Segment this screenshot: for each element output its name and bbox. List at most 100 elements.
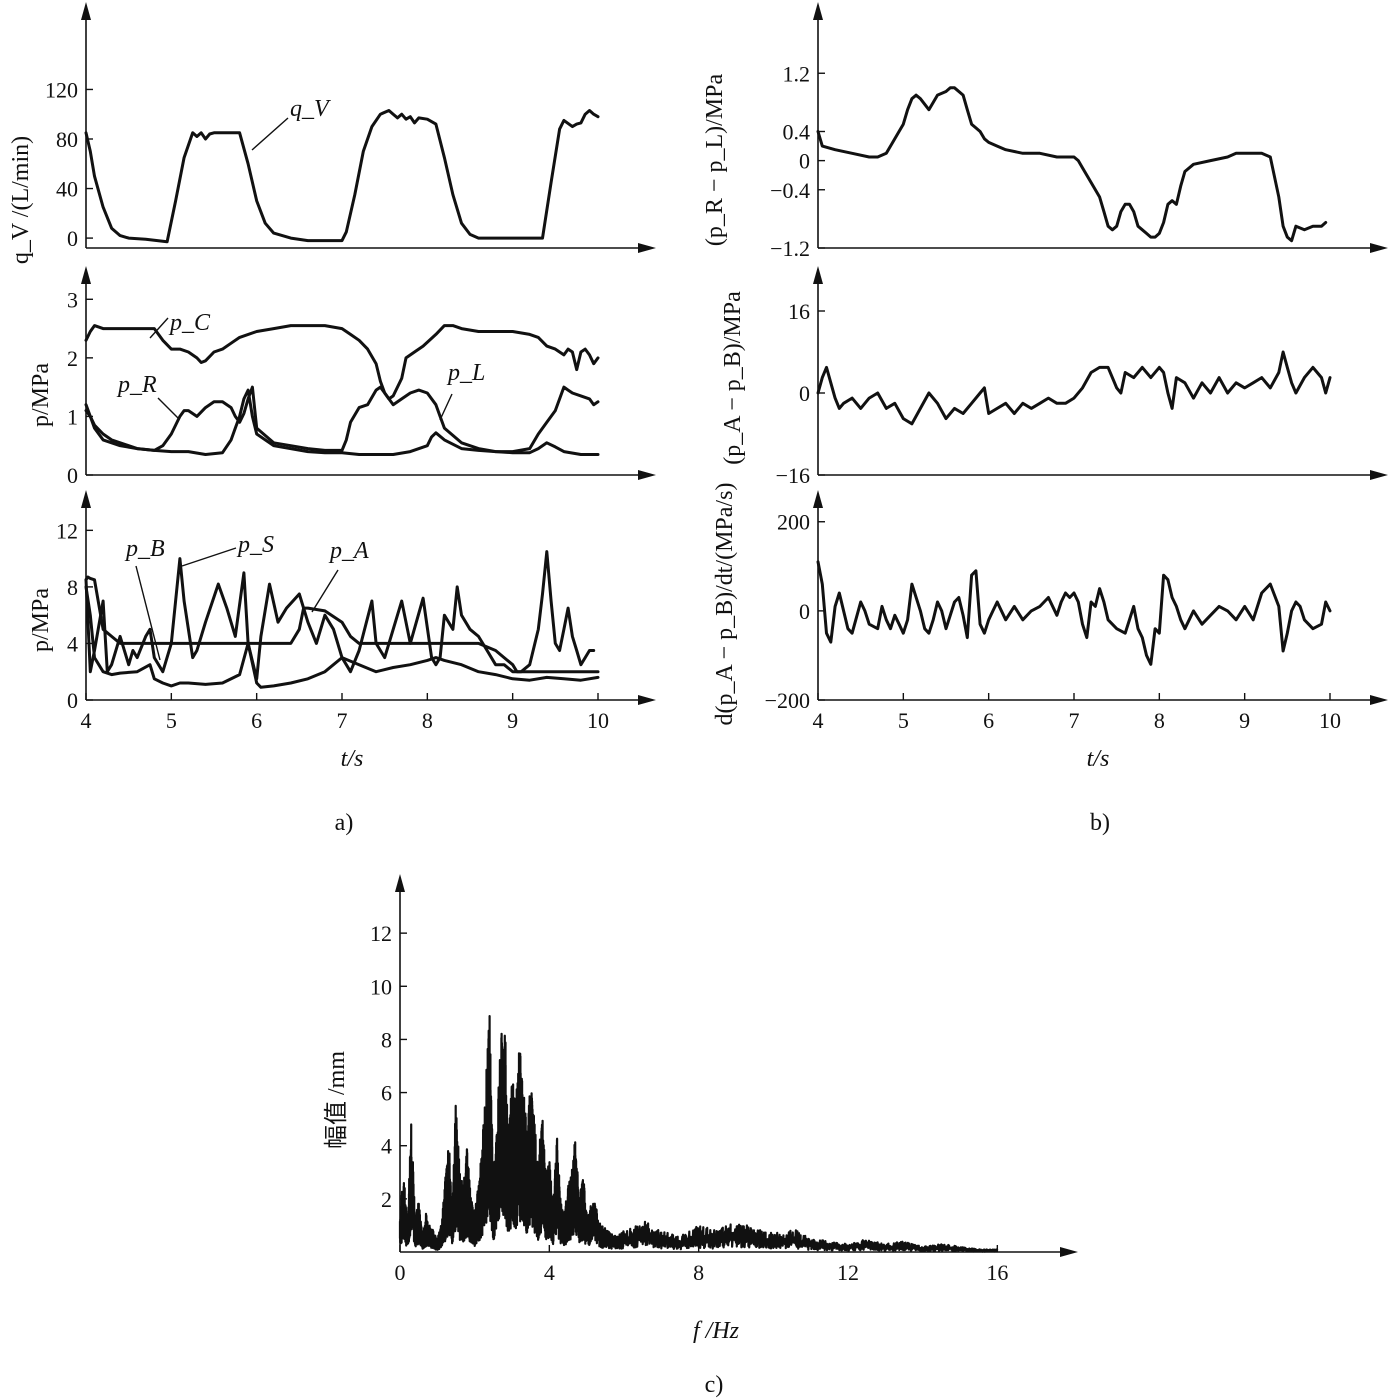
c-ytick-label: 10	[370, 974, 392, 999]
a3-series-p_B	[84, 585, 600, 689]
b2-y-arrow	[813, 266, 823, 284]
a3-series-p_A	[84, 575, 600, 674]
a2-label-p_L: p_L	[446, 360, 485, 386]
b3-xtick-label: 9	[1239, 708, 1250, 733]
b1-ytick-label: 0.4	[783, 120, 811, 145]
a1-ytick-label: 40	[56, 177, 78, 202]
b3-xtick-label: 10	[1319, 708, 1341, 733]
panel-label-a: a)	[335, 810, 354, 836]
b3-xtick-label: 6	[983, 708, 994, 733]
chart-b3: −200 0 200 4 5 6 7 8 9 10 d(p_A − p_B)/dt/(MPa/s)…	[712, 483, 1388, 772]
chart-b2: −16 0 16 (p_A − p_B)/MPa	[720, 266, 1388, 488]
a3-leader-p_S	[181, 547, 237, 567]
c-y-label: 幅值 /mm	[323, 1051, 350, 1149]
a3-xtick-label: 5	[166, 708, 177, 733]
b2-ticks: −16 0 16	[776, 299, 825, 488]
c-ytick-label: 8	[381, 1027, 392, 1052]
b3-ytick-label: 200	[777, 510, 810, 535]
a3-xtick-label: 4	[81, 708, 92, 733]
a3-label-p_A: p_A	[328, 538, 369, 564]
a2-y-label: p/MPa	[28, 363, 54, 427]
a1-y-label: q_V /(L/min)	[8, 136, 34, 264]
a1-ticks: 0 40 80 120	[45, 77, 93, 251]
c-ytick-label: 12	[370, 921, 392, 946]
a3-label-p_S: p_S	[236, 532, 274, 558]
a2-leader-p_R	[157, 397, 179, 419]
a2-x-arrow	[638, 470, 656, 480]
panel-label-c: c)	[705, 1372, 724, 1398]
b3-ytick-label: −200	[765, 688, 810, 713]
a2-leader-p_L	[439, 393, 453, 421]
b2-ytick-label: 0	[799, 381, 810, 406]
a2-series-p_C	[84, 324, 600, 401]
b3-xtick-label: 4	[813, 708, 824, 733]
a3-ytick-label: 8	[67, 575, 78, 600]
a1-leader-q_V	[251, 117, 289, 151]
c-ticks: 2 4 6 8 10 12 0 4 8 12 16	[370, 921, 1008, 1285]
chart-a1: 0 40 80 120 q_V /(L/min) q_V	[8, 2, 656, 264]
a2-ticks: 0 1 2 3	[67, 287, 93, 488]
b2-x-arrow	[1370, 470, 1388, 480]
b1-ticks: −1.2 −0.4 0 0.4 1.2	[770, 61, 825, 261]
b1-series	[816, 86, 1328, 243]
c-xtick-label: 16	[986, 1260, 1008, 1285]
c-xtick-label: 4	[544, 1260, 555, 1285]
b3-xtick-label: 7	[1069, 708, 1080, 733]
a3-xtick-label: 7	[337, 708, 348, 733]
a2-ytick-label: 1	[67, 404, 78, 429]
a3-y-label: p/MPa	[28, 588, 54, 652]
a3-ytick-label: 4	[67, 631, 78, 656]
a3-y-arrow	[81, 490, 91, 508]
a3-label-p_B: p_B	[124, 536, 165, 562]
b1-x-arrow	[1370, 243, 1388, 253]
a3-ytick-label: 12	[56, 518, 78, 543]
a1-y-arrow	[81, 2, 91, 20]
a2-label-p_R: p_R	[116, 372, 157, 398]
b3-xtick-label: 8	[1154, 708, 1165, 733]
b3-xtick-label: 5	[898, 708, 909, 733]
b3-ticks: −200 0 200 4 5 6 7 8 9 10	[765, 510, 1341, 733]
chart-a2: 0 1 2 3 p/MPa p_C p_R p_L	[28, 266, 656, 488]
a3-leader-p_B	[135, 565, 161, 661]
a3-xtick-label: 8	[422, 708, 433, 733]
a2-y-arrow	[81, 266, 91, 284]
chart-c: 2 4 6 8 10 12 0 4 8 12 16 幅值 /mm f /Hz	[323, 874, 1078, 1344]
b2-ytick-label: −16	[776, 463, 810, 488]
b2-series	[816, 350, 1332, 426]
a1-ytick-label: 0	[67, 226, 78, 251]
c-series-spectrum	[398, 1015, 999, 1253]
b2-ytick-label: 16	[788, 299, 810, 324]
b3-y-label: d(p_A − p_B)/dt/(MPa/s)	[712, 483, 738, 726]
c-x-arrow	[1060, 1247, 1078, 1257]
a3-xtick-label: 10	[587, 708, 609, 733]
a3-xtick-label: 6	[251, 708, 262, 733]
b1-y-label: (p_R − p_L)/MPa	[702, 74, 728, 247]
b3-x-arrow	[1370, 695, 1388, 705]
a2-ytick-label: 2	[67, 346, 78, 371]
b1-ytick-label: 0	[799, 149, 810, 174]
c-ytick-label: 4	[381, 1134, 392, 1159]
b1-ytick-label: −0.4	[770, 178, 810, 203]
chart-b1: −1.2 −0.4 0 0.4 1.2 (p_R − p_L)/MPa	[702, 2, 1388, 261]
c-x-label: f /Hz	[693, 1318, 740, 1344]
a2-ytick-label: 3	[67, 287, 78, 312]
a1-ytick-label: 120	[45, 77, 78, 102]
a2-ytick-label: 0	[67, 463, 78, 488]
a2-label-p_C: p_C	[168, 310, 211, 336]
a1-ytick-label: 80	[56, 127, 78, 152]
a1-series-q_V	[84, 109, 600, 244]
a3-x-label: t/s	[341, 746, 364, 772]
a1-label-q_V: q_V	[290, 96, 331, 122]
b3-y-arrow	[813, 490, 823, 508]
b1-ytick-label: 1.2	[783, 61, 811, 86]
panel-label-b: b)	[1090, 810, 1110, 836]
c-xtick-label: 0	[395, 1260, 406, 1285]
c-xtick-label: 8	[693, 1260, 704, 1285]
a3-leader-p_A	[311, 569, 339, 613]
c-y-arrow	[395, 874, 405, 892]
a3-ytick-label: 0	[67, 688, 78, 713]
a3-x-arrow	[638, 695, 656, 705]
c-xtick-label: 12	[837, 1260, 859, 1285]
